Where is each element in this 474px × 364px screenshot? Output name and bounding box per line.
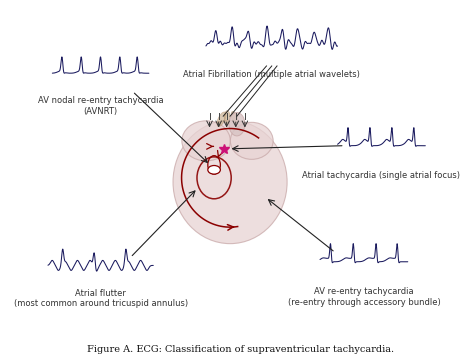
- Text: Atrial tachycardia (single atrial focus): Atrial tachycardia (single atrial focus): [302, 171, 460, 180]
- Text: Figure A. ECG: Classification of supraventricular tachycardia.: Figure A. ECG: Classification of suprave…: [88, 345, 394, 354]
- Text: Atrial flutter
(most common around tricuspid annulus): Atrial flutter (most common around tricu…: [14, 289, 188, 308]
- Ellipse shape: [173, 120, 287, 244]
- Ellipse shape: [224, 111, 230, 124]
- Ellipse shape: [229, 112, 245, 136]
- Text: AV re-entry tachycardia
(re-entry through accessory bundle): AV re-entry tachycardia (re-entry throug…: [288, 287, 440, 306]
- Ellipse shape: [182, 121, 230, 161]
- Ellipse shape: [231, 111, 238, 124]
- Ellipse shape: [208, 166, 220, 174]
- Ellipse shape: [217, 112, 226, 127]
- Ellipse shape: [230, 122, 273, 159]
- Text: AV nodal re-entry tachycardia
(AVNRT): AV nodal re-entry tachycardia (AVNRT): [38, 96, 164, 116]
- Text: Atrial Fibrillation (multiple atrial wavelets): Atrial Fibrillation (multiple atrial wav…: [183, 70, 360, 79]
